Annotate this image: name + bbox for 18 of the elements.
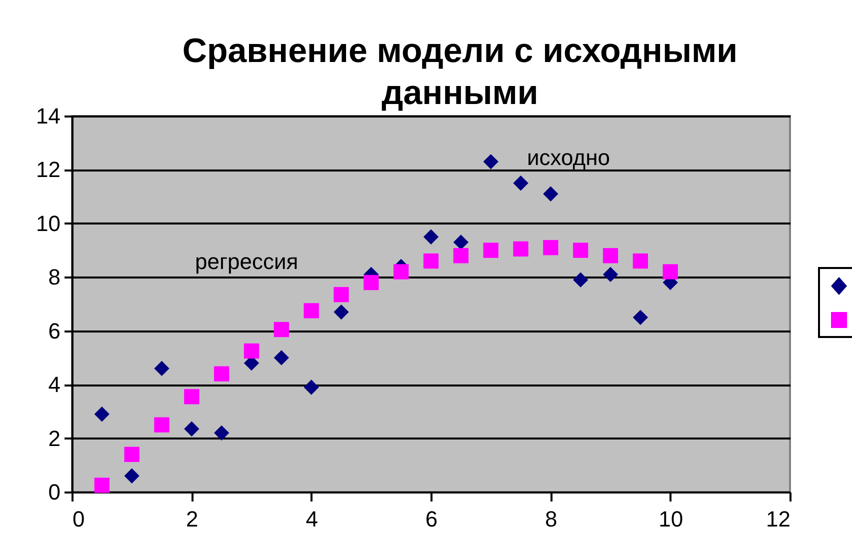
y-tick-label: 6 (48, 318, 60, 344)
y-tick-label: 4 (48, 372, 60, 398)
x-tick-label: 2 (186, 506, 198, 532)
y-tick-label: 14 (36, 104, 60, 128)
x-tick-label: 4 (306, 506, 318, 532)
y-tick-label: 10 (36, 210, 60, 236)
series-label: регрессия (195, 249, 298, 274)
x-tick-label: 12 (766, 506, 790, 532)
y-tick-label: 8 (48, 264, 60, 290)
y-tick-label: 2 (48, 426, 60, 451)
x-tick-label: 8 (545, 506, 558, 532)
y-tick-label: 12 (36, 157, 60, 182)
chart-title: Сравнение модели с исходными данными (181, 31, 739, 114)
x-tick-label: 0 (72, 506, 85, 532)
x-tick-label: 10 (658, 506, 684, 532)
x-tick-label: 6 (425, 506, 438, 532)
series-label: исходно (527, 145, 610, 170)
y-tick-label: 0 (48, 480, 60, 504)
